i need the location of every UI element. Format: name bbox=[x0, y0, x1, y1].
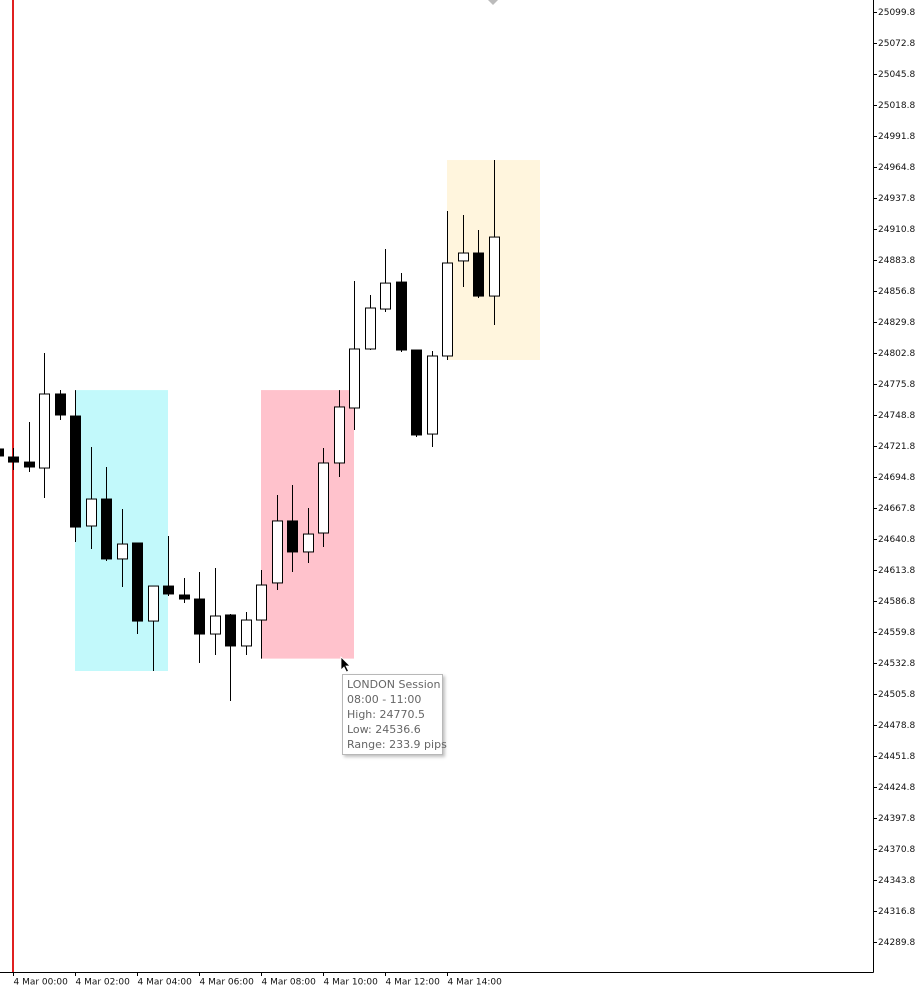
candle-body bbox=[8, 456, 19, 463]
y-tick-label: 24748.8 bbox=[878, 411, 915, 421]
y-tick-label: 24964.8 bbox=[878, 163, 915, 173]
y-tick-label: 24559.8 bbox=[878, 628, 915, 638]
y-tick-label: 24451.8 bbox=[878, 752, 915, 762]
candle-body bbox=[442, 262, 453, 357]
y-tick-label: 25072.8 bbox=[878, 39, 915, 49]
candle-body bbox=[272, 520, 283, 584]
y-tick-label: 25045.8 bbox=[878, 70, 915, 80]
y-tick-label: 24694.8 bbox=[878, 473, 915, 483]
candle-body bbox=[86, 498, 97, 527]
x-tick-label: 4 Mar 12:00 bbox=[386, 978, 441, 988]
x-tick-label: 4 Mar 00:00 bbox=[14, 978, 69, 988]
candle-body bbox=[287, 520, 298, 553]
candle-body bbox=[380, 282, 391, 310]
candle-body bbox=[318, 462, 329, 534]
y-tick-label: 24721.8 bbox=[878, 442, 915, 452]
y-tick-label: 24910.8 bbox=[878, 225, 915, 235]
cursor bbox=[340, 656, 351, 673]
candle-body bbox=[179, 594, 190, 600]
x-tick-label: 4 Mar 04:00 bbox=[138, 978, 193, 988]
y-tick-label: 24289.8 bbox=[878, 938, 915, 948]
y-tick-label: 24532.8 bbox=[878, 659, 915, 669]
candle-body bbox=[225, 614, 236, 647]
candle-body bbox=[210, 615, 221, 635]
tooltip-line: 08:00 - 11:00 bbox=[347, 693, 422, 706]
candle-body bbox=[39, 393, 50, 469]
y-tick-label: 24316.8 bbox=[878, 907, 915, 917]
candle-body bbox=[365, 307, 376, 350]
candle-body bbox=[0, 448, 4, 457]
candle-layer bbox=[0, 160, 500, 701]
tooltip-line: High: 24770.5 bbox=[347, 708, 425, 721]
y-tick-label: 24991.8 bbox=[878, 132, 915, 142]
y-tick-label: 24397.8 bbox=[878, 814, 915, 824]
y-tick-label: 24856.8 bbox=[878, 287, 915, 297]
tooltip: LONDON Session 08:00 - 11:00 High: 24770.5… bbox=[342, 674, 447, 755]
y-tick-label: 24343.8 bbox=[878, 876, 915, 886]
y-tick-label: 24937.8 bbox=[878, 194, 915, 204]
y-tick-label: 24505.8 bbox=[878, 690, 915, 700]
candle-body bbox=[241, 619, 252, 647]
y-tick-label: 24424.8 bbox=[878, 783, 915, 793]
candle-body bbox=[163, 585, 174, 595]
candle-body bbox=[303, 533, 314, 553]
candle-body bbox=[117, 543, 128, 560]
y-tick-label: 24775.8 bbox=[878, 380, 915, 390]
candle-body bbox=[349, 348, 360, 409]
tooltip-line: Low: 24536.6 bbox=[347, 723, 421, 736]
y-tick-label: 24586.8 bbox=[878, 597, 915, 607]
session-layer bbox=[75, 160, 540, 671]
y-tick-label: 24640.8 bbox=[878, 535, 915, 545]
candle-body bbox=[70, 415, 81, 528]
y-tick-label: 24667.8 bbox=[878, 504, 915, 514]
candle-body bbox=[24, 461, 35, 468]
x-tick-label: 4 Mar 06:00 bbox=[200, 978, 255, 988]
candle-body bbox=[334, 406, 345, 464]
candle-body bbox=[489, 236, 500, 297]
y-tick-label: 24829.8 bbox=[878, 318, 915, 328]
tooltip-line: LONDON Session bbox=[347, 678, 441, 691]
x-tick-label: 4 Mar 10:00 bbox=[324, 978, 379, 988]
candle-body bbox=[194, 598, 205, 635]
session-box bbox=[75, 390, 168, 671]
candle-body bbox=[132, 542, 143, 622]
x-tick-label: 4 Mar 14:00 bbox=[448, 978, 503, 988]
candle-body bbox=[458, 252, 469, 262]
candle-body bbox=[427, 355, 438, 435]
scroll-marker bbox=[488, 0, 498, 5]
x-tick-label: 4 Mar 02:00 bbox=[76, 978, 131, 988]
candle-body bbox=[473, 252, 484, 297]
candle-body bbox=[411, 349, 422, 436]
candle-body bbox=[101, 498, 112, 560]
x-tick-label: 4 Mar 08:00 bbox=[262, 978, 317, 988]
candle-body bbox=[396, 281, 407, 351]
y-tick-label: 24802.8 bbox=[878, 349, 915, 359]
tooltip-line: Range: 233.9 pips bbox=[347, 738, 447, 751]
candle-body bbox=[148, 585, 159, 622]
y-tick-label: 24883.8 bbox=[878, 256, 915, 266]
y-tick-label: 25018.8 bbox=[878, 101, 915, 111]
candle-body bbox=[55, 393, 66, 416]
y-tick-label: 24478.8 bbox=[878, 721, 915, 731]
y-tick-label: 24613.8 bbox=[878, 566, 915, 576]
y-tick-label: 24370.8 bbox=[878, 845, 915, 855]
y-tick-label: 25099.8 bbox=[878, 8, 915, 18]
candle-body bbox=[256, 584, 267, 621]
